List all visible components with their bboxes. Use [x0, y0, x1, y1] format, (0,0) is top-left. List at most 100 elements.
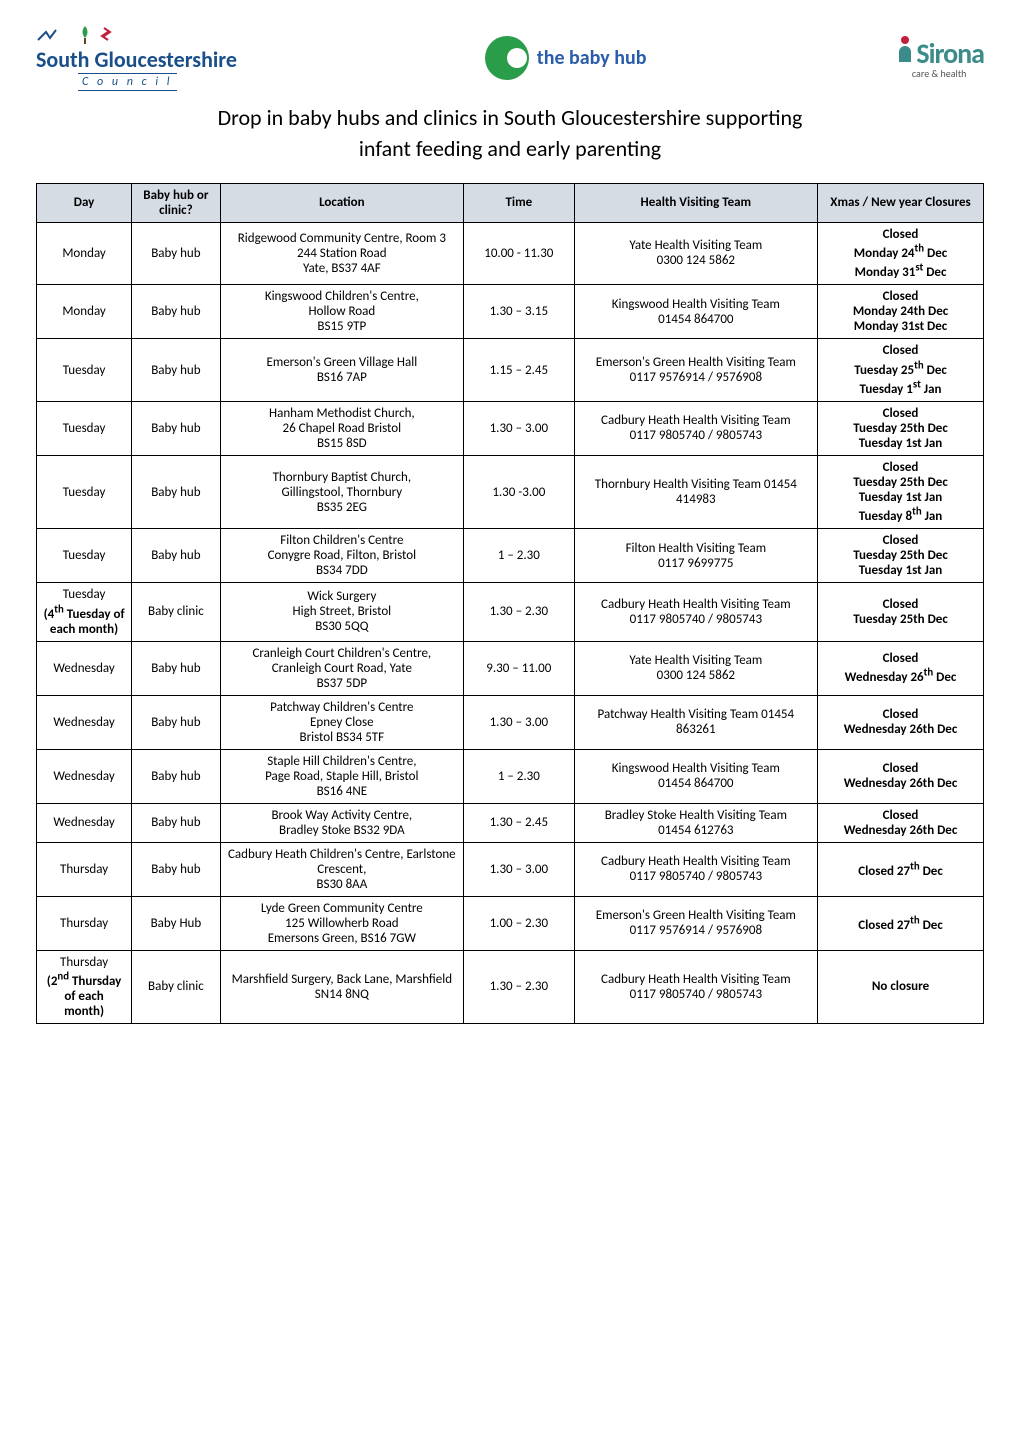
- cell-location: Emerson's Green Village HallBS16 7AP: [220, 339, 463, 402]
- baby-hub-logo: the baby hub: [485, 36, 647, 80]
- cell-xmas: ClosedWednesday 26th Dec: [818, 803, 984, 842]
- cell-day: Thursday: [37, 896, 132, 950]
- cell-hub: Baby hub: [132, 339, 221, 402]
- cell-team: Thornbury Health Visiting Team 01454 414…: [574, 455, 817, 528]
- cell-xmas: Closed 27th Dec: [818, 842, 984, 896]
- cell-hub: Baby hub: [132, 749, 221, 803]
- table-header-row: Day Baby hub or clinic? Location Time He…: [37, 183, 984, 222]
- header-team: Health Visiting Team: [574, 183, 817, 222]
- cell-team: Cadbury Heath Health Visiting Team0117 9…: [574, 401, 817, 455]
- cell-day: Thursday(2nd Thursday of each month): [37, 950, 132, 1023]
- cell-team: Filton Health Visiting Team0117 9699775: [574, 529, 817, 583]
- sirona-sub: care & health: [912, 67, 967, 80]
- cell-team: Emerson's Green Health Visiting Team0117…: [574, 339, 817, 402]
- cell-location: Ridgewood Community Centre, Room 3244 St…: [220, 222, 463, 285]
- cell-day: Tuesday: [37, 339, 132, 402]
- baby-hub-text: the baby hub: [537, 46, 647, 70]
- cell-hub: Baby hub: [132, 401, 221, 455]
- cell-team: Yate Health Visiting Team0300 124 5862: [574, 641, 817, 695]
- cell-time: 1.30 – 2.30: [464, 950, 575, 1023]
- cell-day: Tuesday(4th Tuesday of each month): [37, 583, 132, 641]
- cell-location: Hanham Methodist Church,26 Chapel Road B…: [220, 401, 463, 455]
- cell-time: 1.00 – 2.30: [464, 896, 575, 950]
- logo-row: South Gloucestershire C o u n c i l the …: [36, 24, 984, 91]
- cell-xmas: ClosedMonday 24th DecMonday 31st Dec: [818, 285, 984, 339]
- cell-location: Brook Way Activity Centre,Bradley Stoke …: [220, 803, 463, 842]
- cell-hub: Baby hub: [132, 641, 221, 695]
- cell-xmas: ClosedWednesday 26th Dec: [818, 695, 984, 749]
- cell-team: Kingswood Health Visiting Team01454 8647…: [574, 749, 817, 803]
- cell-hub: Baby hub: [132, 455, 221, 528]
- sirona-logo: Sirona care & health: [894, 36, 984, 80]
- cell-time: 1.30 – 3.15: [464, 285, 575, 339]
- cell-xmas: ClosedTuesday 25th Dec: [818, 583, 984, 641]
- cell-hub: Baby clinic: [132, 583, 221, 641]
- cell-location: Thornbury Baptist Church,Gillingstool, T…: [220, 455, 463, 528]
- page-title: Drop in baby hubs and clinics in South G…: [36, 103, 984, 165]
- cell-time: 9.30 – 11.00: [464, 641, 575, 695]
- cell-time: 1.30 – 2.30: [464, 583, 575, 641]
- cell-hub: Baby hub: [132, 695, 221, 749]
- cell-time: 1.30 -3.00: [464, 455, 575, 528]
- table-row: WednesdayBaby hubCranleigh Court Childre…: [37, 641, 984, 695]
- cell-hub: Baby clinic: [132, 950, 221, 1023]
- table-row: ThursdayBaby hubCadbury Heath Children's…: [37, 842, 984, 896]
- cell-time: 1.15 – 2.45: [464, 339, 575, 402]
- cell-day: Tuesday: [37, 529, 132, 583]
- cell-day: Tuesday: [37, 401, 132, 455]
- cell-location: Kingswood Children's Centre,Hollow RoadB…: [220, 285, 463, 339]
- title-line2: infant feeding and early parenting: [359, 135, 661, 162]
- title-line1: Drop in baby hubs and clinics in South G…: [218, 104, 803, 131]
- cell-day: Wednesday: [37, 749, 132, 803]
- cell-time: 1.30 – 3.00: [464, 842, 575, 896]
- cell-xmas: Closed 27th Dec: [818, 896, 984, 950]
- cell-time: 1 – 2.30: [464, 529, 575, 583]
- cell-day: Monday: [37, 222, 132, 285]
- sgc-icon-set: [36, 24, 120, 46]
- cell-team: Yate Health Visiting Team0300 124 5862: [574, 222, 817, 285]
- table-row: TuesdayBaby hubFilton Children's CentreC…: [37, 529, 984, 583]
- table-row: TuesdayBaby hubEmerson's Green Village H…: [37, 339, 984, 402]
- cell-time: 1.30 – 3.00: [464, 695, 575, 749]
- cell-team: Cadbury Heath Health Visiting Team0117 9…: [574, 842, 817, 896]
- cell-team: Emerson's Green Health Visiting Team0117…: [574, 896, 817, 950]
- table-row: TuesdayBaby hubThornbury Baptist Church,…: [37, 455, 984, 528]
- cell-hub: Baby hub: [132, 803, 221, 842]
- cell-xmas: ClosedTuesday 25th DecTuesday 1st Jan: [818, 339, 984, 402]
- cell-team: Patchway Health Visiting Team 01454 8632…: [574, 695, 817, 749]
- cell-hub: Baby Hub: [132, 896, 221, 950]
- cell-time: 1.30 – 3.00: [464, 401, 575, 455]
- cell-location: Staple Hill Children's Centre,Page Road,…: [220, 749, 463, 803]
- cell-location: Cadbury Heath Children's Centre, Earlsto…: [220, 842, 463, 896]
- table-row: ThursdayBaby HubLyde Green Community Cen…: [37, 896, 984, 950]
- cell-location: Wick SurgeryHigh Street, BristolBS30 5QQ: [220, 583, 463, 641]
- table-row: WednesdayBaby hubBrook Way Activity Cent…: [37, 803, 984, 842]
- cell-day: Wednesday: [37, 803, 132, 842]
- cell-location: Marshfield Surgery, Back Lane, Marshfiel…: [220, 950, 463, 1023]
- cell-xmas: ClosedTuesday 25th DecTuesday 1st Jan: [818, 401, 984, 455]
- table-row: MondayBaby hubKingswood Children's Centr…: [37, 285, 984, 339]
- cell-hub: Baby hub: [132, 285, 221, 339]
- sgc-sub: C o u n c i l: [78, 73, 177, 91]
- cell-team: Kingswood Health Visiting Team01454 8647…: [574, 285, 817, 339]
- cell-xmas: ClosedTuesday 25th DecTuesday 1st Jan: [818, 529, 984, 583]
- header-hub: Baby hub or clinic?: [132, 183, 221, 222]
- baby-hub-icon: [485, 36, 529, 80]
- table-row: Tuesday(4th Tuesday of each month)Baby c…: [37, 583, 984, 641]
- cell-day: Monday: [37, 285, 132, 339]
- cell-team: Bradley Stoke Health Visiting Team01454 …: [574, 803, 817, 842]
- cell-hub: Baby hub: [132, 842, 221, 896]
- cell-hub: Baby hub: [132, 222, 221, 285]
- cell-day: Wednesday: [37, 695, 132, 749]
- cell-xmas: No closure: [818, 950, 984, 1023]
- cell-xmas: ClosedTuesday 25th DecTuesday 1st JanTue…: [818, 455, 984, 528]
- table-row: Thursday(2nd Thursday of each month)Baby…: [37, 950, 984, 1023]
- cell-location: Patchway Children's CentreEpney CloseBri…: [220, 695, 463, 749]
- cell-location: Cranleigh Court Children's Centre, Cranl…: [220, 641, 463, 695]
- cell-team: Cadbury Heath Health Visiting Team0117 9…: [574, 950, 817, 1023]
- header-xmas: Xmas / New year Closures: [818, 183, 984, 222]
- header-time: Time: [464, 183, 575, 222]
- sgc-name: South Gloucestershire: [36, 46, 237, 73]
- header-location: Location: [220, 183, 463, 222]
- sirona-icon: [894, 36, 916, 66]
